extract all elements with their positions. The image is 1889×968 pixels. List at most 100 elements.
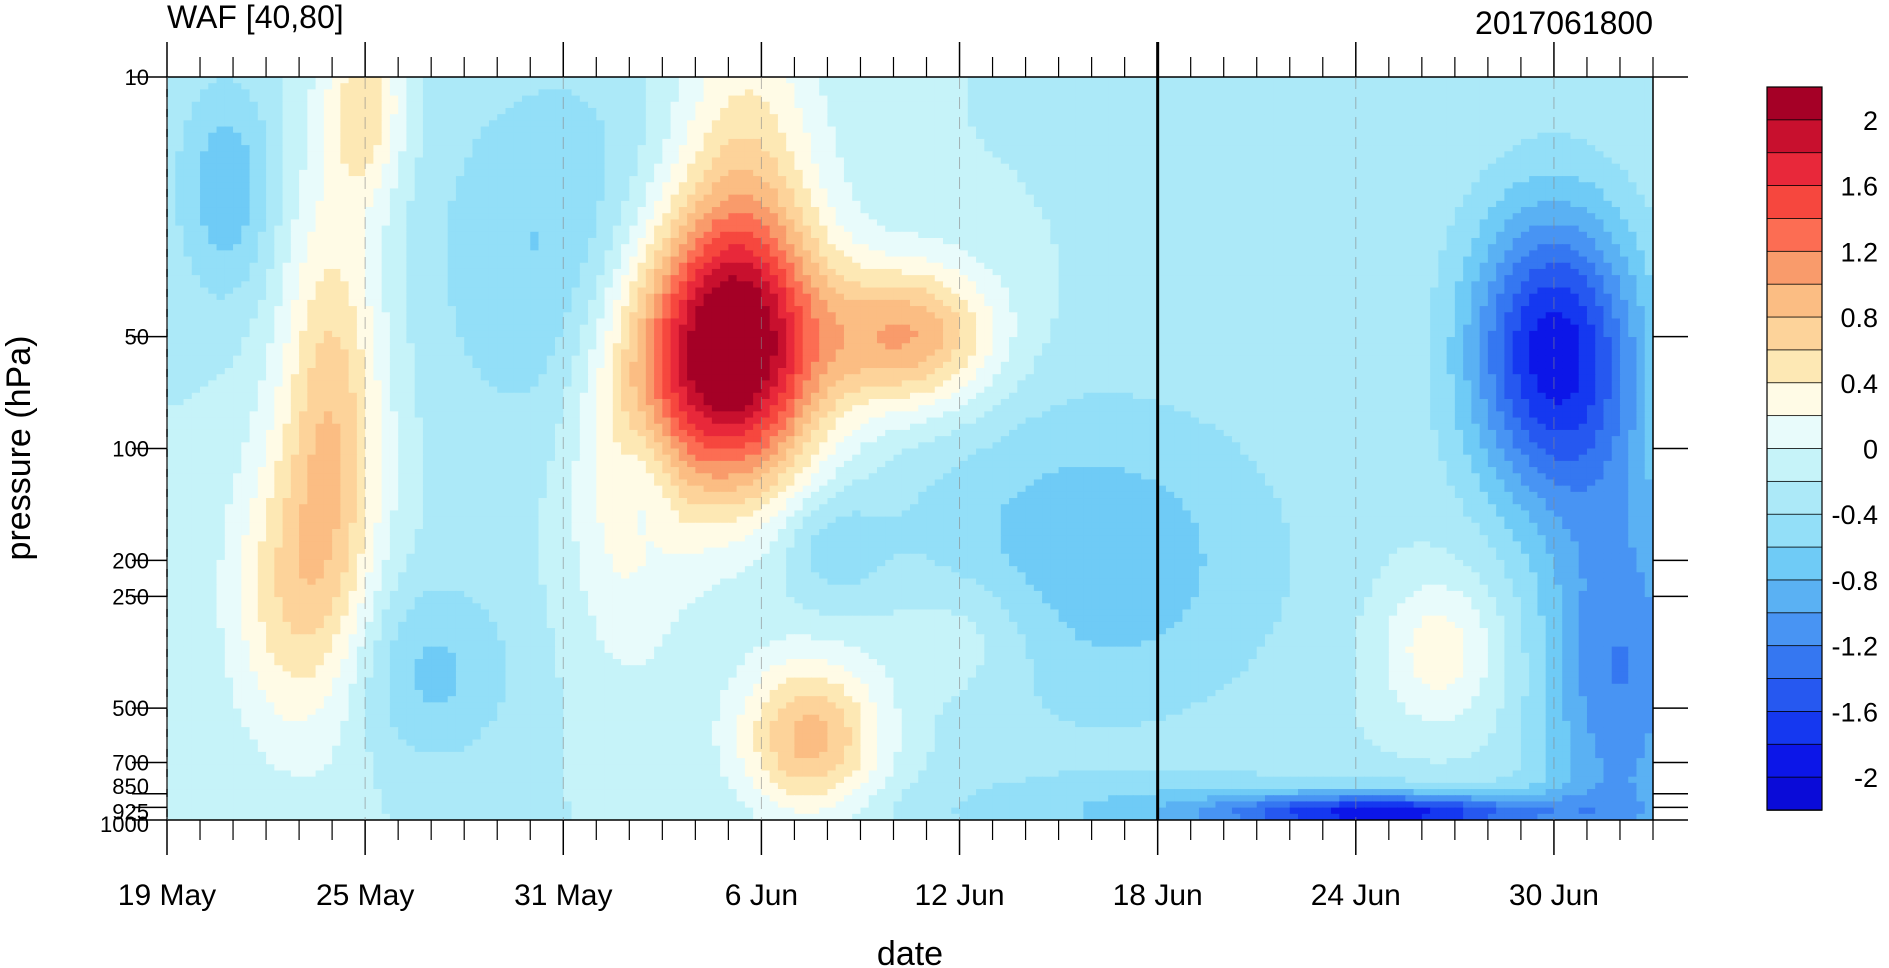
field-cell: [521, 194, 531, 202]
field-cell: [365, 95, 374, 103]
field-cell: [1339, 138, 1349, 146]
field-cell: [1471, 138, 1481, 146]
field-cell: [546, 132, 556, 140]
field-cell: [563, 176, 573, 183]
field-cell: [744, 101, 754, 109]
field-cell: [1149, 126, 1159, 134]
field-cell: [802, 89, 812, 97]
field-cell: [1174, 169, 1184, 177]
field-cell: [521, 89, 531, 97]
field-cell: [777, 132, 787, 140]
field-cell: [579, 151, 589, 159]
field-cell: [472, 169, 482, 177]
field-cell: [1231, 126, 1241, 134]
field-cell: [1322, 188, 1332, 196]
field-cell: [406, 231, 416, 239]
field-cell: [406, 89, 416, 97]
field-cell: [777, 77, 787, 84]
field-cell: [1141, 169, 1151, 177]
field-cell: [1124, 145, 1134, 152]
field-cell: [488, 225, 498, 233]
field-cell: [967, 213, 977, 221]
field-cell: [951, 194, 961, 202]
field-cell: [1380, 182, 1390, 190]
field-cell: [753, 145, 762, 152]
field-cell: [868, 244, 878, 251]
field-cell: [687, 213, 696, 221]
field-cell: [1132, 237, 1142, 245]
field-cell: [802, 157, 812, 165]
field-cell: [249, 244, 259, 251]
field-cell: [464, 219, 474, 227]
field-cell: [901, 132, 911, 140]
field-cell: [216, 157, 226, 165]
field-cell: [1413, 188, 1423, 196]
field-cell: [488, 188, 498, 196]
field-cell: [1347, 163, 1357, 171]
field-cell: [786, 95, 796, 103]
field-cell: [1355, 176, 1365, 183]
field-cell: [1619, 157, 1629, 165]
field-cell: [398, 107, 408, 115]
field-cell: [1042, 213, 1051, 221]
field-cell: [1628, 163, 1638, 171]
field-cell: [1397, 157, 1406, 165]
field-cell: [703, 89, 713, 97]
field-cell: [1463, 225, 1472, 233]
field-cell: [1207, 176, 1217, 183]
field-cell: [1198, 145, 1208, 152]
field-cell: [1611, 188, 1621, 196]
field-cell: [1331, 188, 1340, 196]
field-cell: [1636, 107, 1646, 115]
field-cell: [604, 244, 614, 251]
field-cell: [959, 107, 969, 115]
field-cell: [612, 83, 622, 90]
field-cell: [1380, 95, 1390, 103]
field-cell: [1281, 237, 1291, 245]
field-cell: [472, 107, 482, 115]
field-cell: [1108, 89, 1117, 97]
field-cell: [431, 95, 441, 103]
field-cell: [893, 101, 903, 109]
field-cell: [1256, 194, 1266, 202]
field-cell: [1141, 157, 1151, 165]
field-cell: [1231, 107, 1241, 115]
field-cell: [885, 77, 895, 84]
field-cell: [546, 138, 556, 146]
field-cell: [1108, 77, 1117, 84]
field-cell: [1628, 77, 1638, 84]
field-cell: [447, 163, 457, 171]
field-cell: [769, 95, 779, 103]
field-cell: [216, 207, 226, 214]
field-cell: [530, 182, 540, 190]
field-cell: [1174, 194, 1184, 202]
field-cell: [951, 145, 961, 152]
field-cell: [810, 114, 820, 121]
field-cell: [1339, 145, 1349, 152]
field-cell: [967, 163, 977, 171]
field-cell: [348, 95, 358, 103]
field-cell: [340, 132, 350, 140]
field-cell: [1446, 163, 1456, 171]
field-cell: [332, 101, 341, 109]
field-cell: [571, 107, 581, 115]
field-cell: [637, 145, 647, 152]
field-cell: [868, 107, 878, 115]
field-cell: [761, 231, 771, 239]
field-cell: [1644, 89, 1653, 97]
field-cell: [827, 145, 837, 152]
field-cell: [852, 77, 862, 84]
field-cell: [843, 114, 853, 121]
field-cell: [1264, 120, 1274, 128]
field-cell: [885, 157, 895, 165]
field-cell: [794, 145, 804, 152]
field-cell: [1512, 132, 1522, 140]
field-cell: [1644, 157, 1653, 165]
field-cell: [1413, 107, 1423, 115]
field-cell: [1595, 89, 1605, 97]
field-cell: [274, 145, 284, 152]
field-cell: [720, 200, 729, 208]
field-cell: [1083, 231, 1093, 239]
field-cell: [728, 194, 738, 202]
field-cell: [967, 188, 977, 196]
